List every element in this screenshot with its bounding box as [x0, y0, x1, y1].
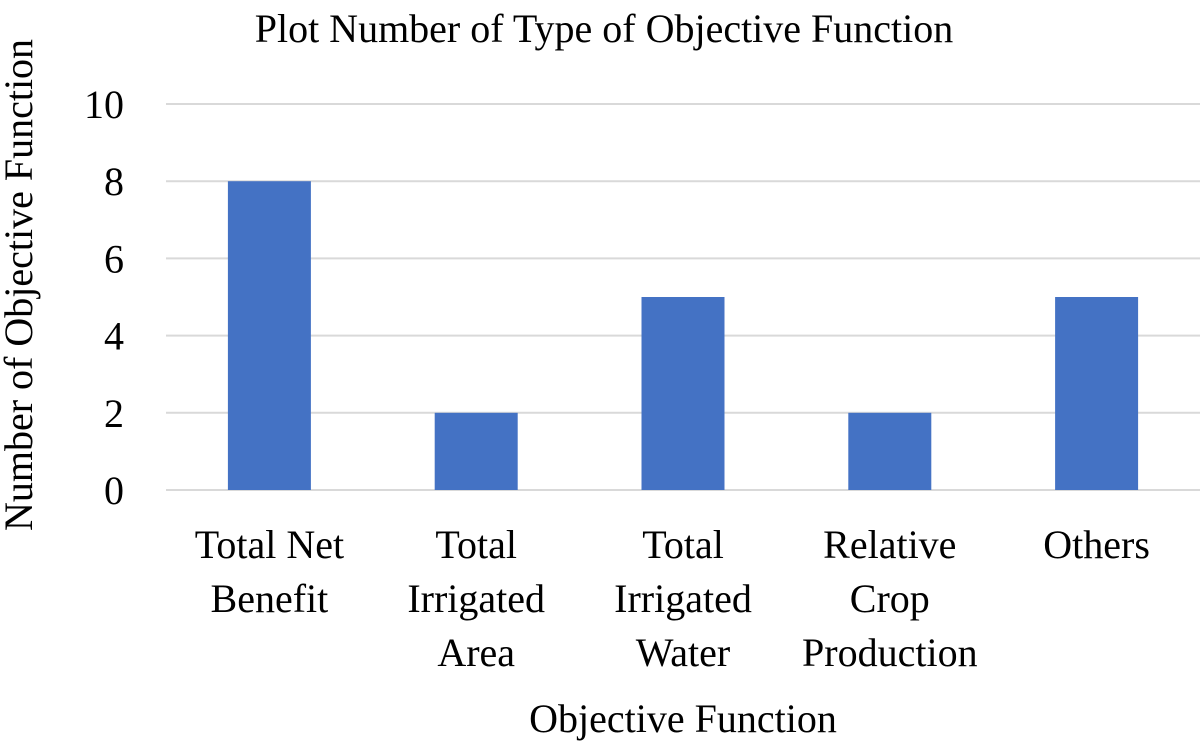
x-category-label: Production	[802, 630, 978, 675]
bar	[848, 412, 932, 490]
x-category-label: Total	[642, 522, 724, 567]
y-tick-label: 0	[104, 468, 124, 513]
x-category-labels: Total Net Benefit Total Irrigated Area Total I…	[195, 522, 1150, 675]
y-tick-label: 8	[104, 159, 124, 204]
chart-title: Plot Number of Type of Objective Functio…	[255, 6, 954, 51]
x-category-label: Water	[636, 630, 731, 675]
x-category-label: Relative	[823, 522, 956, 567]
y-tick-label: 6	[104, 236, 124, 281]
bar	[641, 297, 725, 490]
x-category-label: Irrigated	[407, 576, 545, 621]
y-tick-label: 2	[104, 391, 124, 436]
x-category-label: Benefit	[211, 576, 329, 621]
x-category-label: Total	[435, 522, 517, 567]
x-category-label: Total Net	[195, 522, 344, 567]
x-category-label: Area	[437, 630, 515, 675]
y-tick-labels: 0 2 4 6 8 10	[84, 82, 124, 513]
x-category-label: Others	[1043, 522, 1150, 567]
y-axis-title: Number of Objective Function	[0, 39, 41, 531]
bar	[1055, 297, 1139, 490]
y-tick-label: 10	[84, 82, 124, 127]
y-tick-label: 4	[104, 314, 124, 359]
x-category-label: Crop	[850, 576, 930, 621]
bars	[227, 181, 1139, 490]
x-category-label: Irrigated	[614, 576, 752, 621]
x-axis-title: Objective Function	[529, 696, 837, 741]
bar	[434, 412, 518, 490]
bar	[227, 181, 311, 490]
